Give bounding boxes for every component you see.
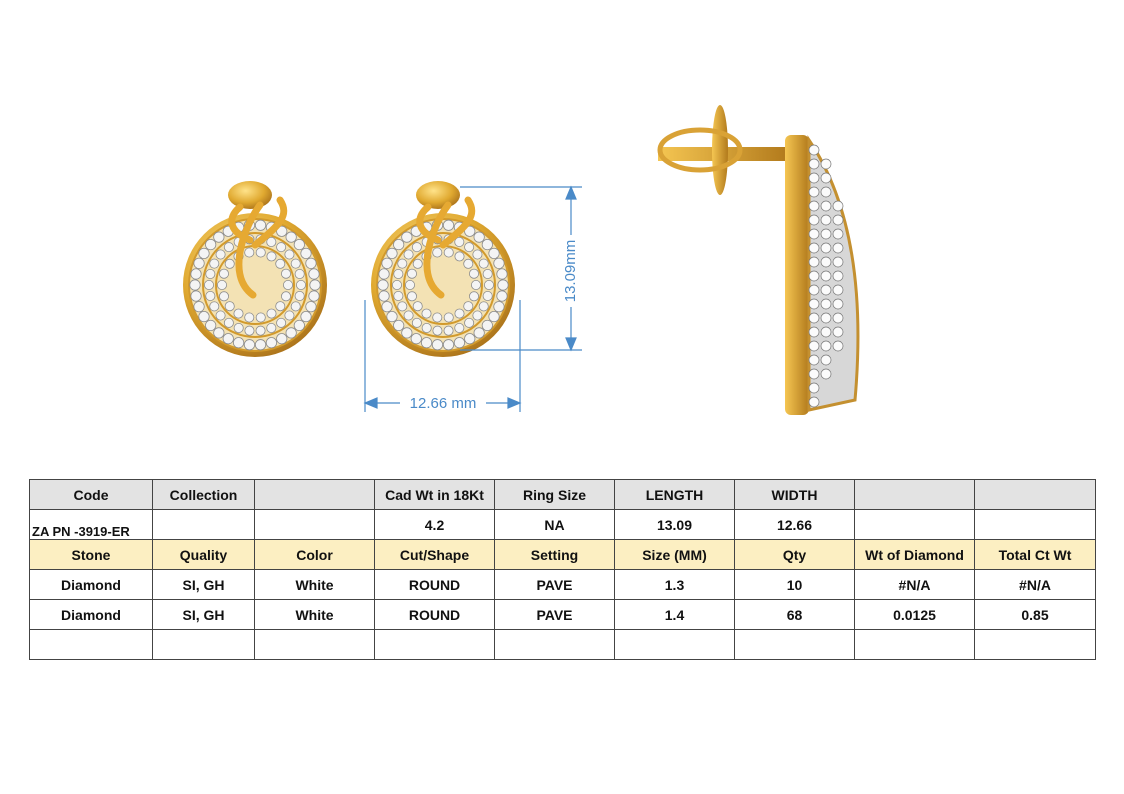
width-label: 12.66 mm bbox=[410, 395, 477, 412]
table-cell: Code bbox=[29, 479, 153, 510]
table-cell bbox=[974, 509, 1096, 540]
table-cell bbox=[254, 479, 375, 510]
table-cell: PAVE bbox=[494, 569, 615, 600]
earring-front-views bbox=[183, 181, 515, 357]
table-cell: ROUND bbox=[374, 599, 495, 630]
table-cell: Quality bbox=[152, 539, 255, 570]
table-cell: Ring Size bbox=[494, 479, 615, 510]
table-cell: Stone bbox=[29, 539, 153, 570]
table-cell: Cut/Shape bbox=[374, 539, 495, 570]
table-row: Diamond SI, GH White ROUND PAVE 1.3 10 #N/A #N/A bbox=[29, 569, 1096, 600]
table-cell: 10 bbox=[734, 569, 855, 600]
table-cell bbox=[854, 629, 975, 660]
table-cell: ZA PN -3919-ER bbox=[29, 509, 153, 540]
spec-table: Code Collection Cad Wt in 18Kt Ring Size LEN… bbox=[29, 479, 1096, 660]
table-cell: LENGTH bbox=[614, 479, 735, 510]
table-row bbox=[29, 629, 1096, 660]
table-cell: 4.2 bbox=[374, 509, 495, 540]
table-cell: Qty bbox=[734, 539, 855, 570]
table-row: Code Collection Cad Wt in 18Kt Ring Size LEN… bbox=[29, 479, 1096, 510]
table-cell: 0.0125 bbox=[854, 599, 975, 630]
table-cell bbox=[254, 509, 375, 540]
table-cell bbox=[374, 629, 495, 660]
table-cell: Total Ct Wt bbox=[974, 539, 1096, 570]
table-cell bbox=[152, 629, 255, 660]
table-cell: Setting bbox=[494, 539, 615, 570]
table-cell: SI, GH bbox=[152, 569, 255, 600]
table-cell: Cad Wt in 18Kt bbox=[374, 479, 495, 510]
table-cell bbox=[254, 629, 375, 660]
table-cell: 68 bbox=[734, 599, 855, 630]
height-label: 13.09mm bbox=[562, 240, 579, 303]
table-cell: Collection bbox=[152, 479, 255, 510]
table-row: Stone Quality Color Cut/Shape Setting Size (M… bbox=[29, 539, 1096, 570]
table-cell: WIDTH bbox=[734, 479, 855, 510]
table-cell bbox=[734, 629, 855, 660]
table-cell: 0.85 bbox=[974, 599, 1096, 630]
table-cell: White bbox=[254, 569, 375, 600]
table-cell: PAVE bbox=[494, 599, 615, 630]
table-cell: 1.4 bbox=[614, 599, 735, 630]
table-cell: Size (MM) bbox=[614, 539, 735, 570]
table-cell: Diamond bbox=[29, 599, 153, 630]
table-cell: #N/A bbox=[974, 569, 1096, 600]
table-cell bbox=[854, 479, 975, 510]
table-cell: SI, GH bbox=[152, 599, 255, 630]
table-cell bbox=[494, 629, 615, 660]
table-cell bbox=[29, 629, 153, 660]
table-cell: ROUND bbox=[374, 569, 495, 600]
table-cell bbox=[974, 479, 1096, 510]
table-cell: Diamond bbox=[29, 569, 153, 600]
table-cell: Color bbox=[254, 539, 375, 570]
table-cell bbox=[614, 629, 735, 660]
table-cell: NA bbox=[494, 509, 615, 540]
table-row: ZA PN -3919-ER 4.2 NA 13.09 12.66 bbox=[29, 509, 1096, 540]
earring-side-view bbox=[657, 105, 860, 415]
product-drawing: 13.09mm 12.66 mm bbox=[183, 105, 860, 415]
table-cell: #N/A bbox=[854, 569, 975, 600]
table-cell bbox=[974, 629, 1096, 660]
table-cell: Wt of Diamond bbox=[854, 539, 975, 570]
table-cell: 13.09 bbox=[614, 509, 735, 540]
table-cell: White bbox=[254, 599, 375, 630]
table-cell: 1.3 bbox=[614, 569, 735, 600]
table-cell bbox=[152, 509, 255, 540]
table-cell: 12.66 bbox=[734, 509, 855, 540]
table-cell bbox=[854, 509, 975, 540]
table-row: Diamond SI, GH White ROUND PAVE 1.4 68 0.0125 0.… bbox=[29, 599, 1096, 630]
